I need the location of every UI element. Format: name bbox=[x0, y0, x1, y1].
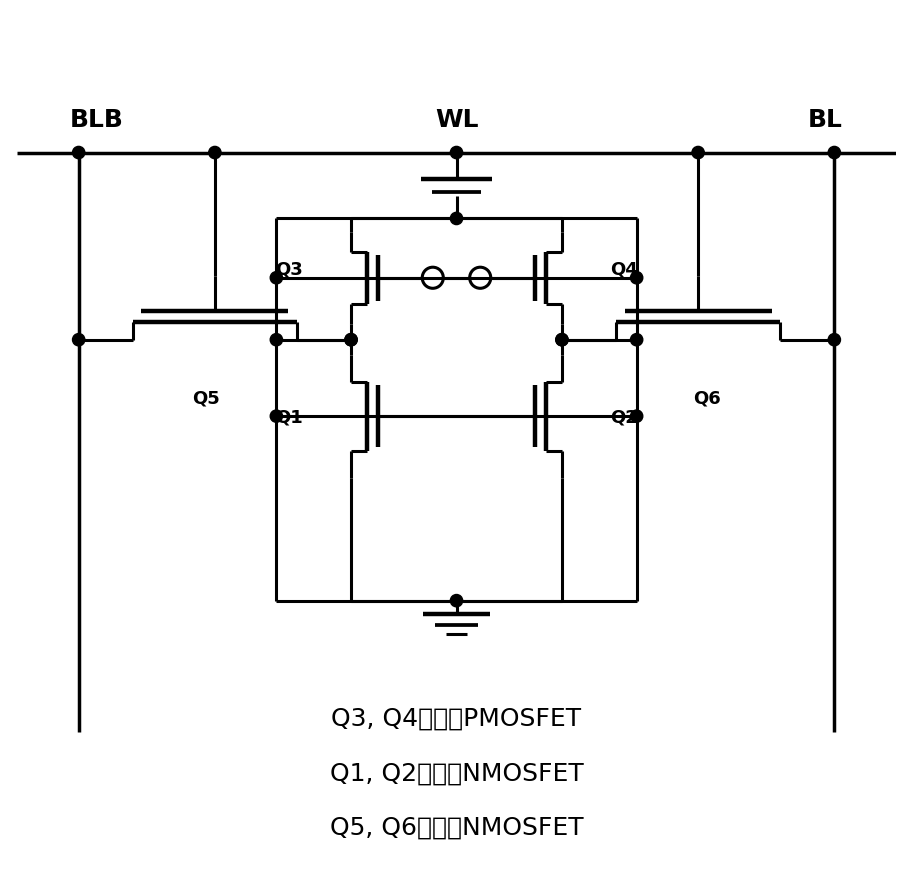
Circle shape bbox=[450, 213, 463, 225]
Circle shape bbox=[345, 334, 357, 346]
Circle shape bbox=[270, 334, 282, 346]
Text: BL: BL bbox=[808, 107, 843, 131]
Circle shape bbox=[270, 410, 282, 423]
Text: Q3: Q3 bbox=[275, 260, 303, 279]
Text: Q5, Q6：传输NMOSFET: Q5, Q6：传输NMOSFET bbox=[330, 815, 583, 839]
Circle shape bbox=[72, 147, 85, 159]
Circle shape bbox=[631, 272, 643, 284]
Text: Q2: Q2 bbox=[610, 408, 638, 425]
Text: Q1: Q1 bbox=[275, 408, 303, 425]
Circle shape bbox=[345, 334, 357, 346]
Text: WL: WL bbox=[435, 107, 478, 131]
Circle shape bbox=[556, 334, 568, 346]
Text: Q1, Q2：下拉NMOSFET: Q1, Q2：下拉NMOSFET bbox=[330, 761, 583, 785]
Circle shape bbox=[450, 595, 463, 607]
Text: Q5: Q5 bbox=[193, 389, 220, 407]
Circle shape bbox=[556, 334, 568, 346]
Circle shape bbox=[692, 147, 704, 159]
Text: Q6: Q6 bbox=[693, 389, 720, 407]
Circle shape bbox=[270, 272, 282, 284]
Circle shape bbox=[631, 334, 643, 346]
Circle shape bbox=[450, 147, 463, 159]
Circle shape bbox=[828, 334, 841, 346]
Text: Q3, Q4：上拉PMOSFET: Q3, Q4：上拉PMOSFET bbox=[331, 706, 582, 730]
Text: BLB: BLB bbox=[70, 107, 124, 131]
Circle shape bbox=[828, 147, 841, 159]
Circle shape bbox=[72, 334, 85, 346]
Circle shape bbox=[209, 147, 221, 159]
Circle shape bbox=[631, 410, 643, 423]
Text: Q4: Q4 bbox=[610, 260, 638, 279]
